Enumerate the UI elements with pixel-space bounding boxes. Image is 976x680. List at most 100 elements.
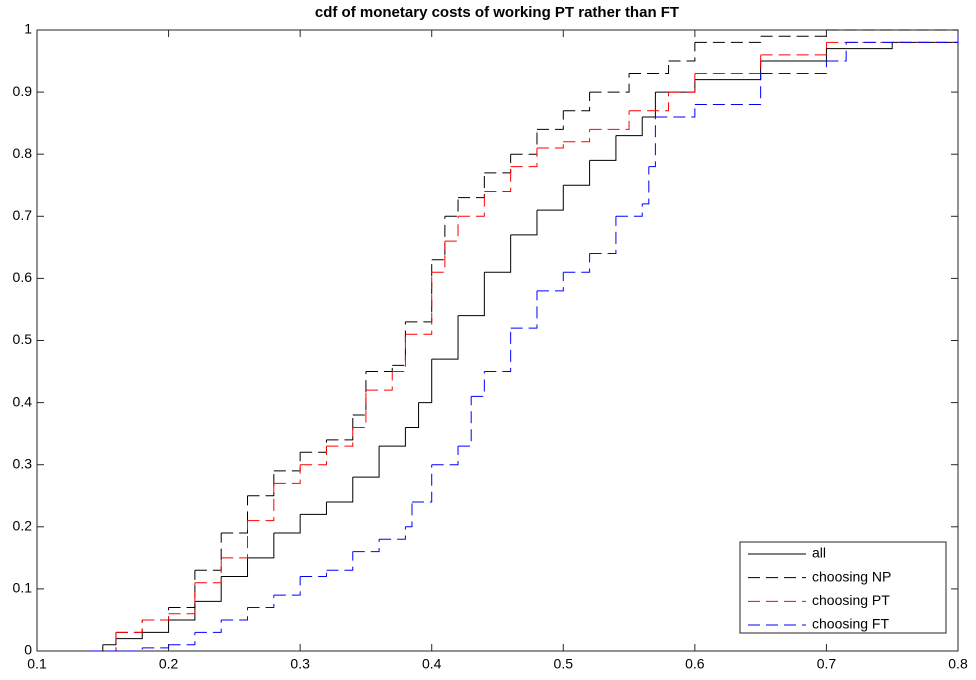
step-segment bbox=[589, 135, 617, 161]
step-segment bbox=[846, 36, 959, 43]
step-segment bbox=[326, 551, 354, 571]
step-segment bbox=[563, 92, 591, 112]
step-segment bbox=[221, 495, 249, 534]
step-segment bbox=[826, 42, 847, 62]
step-segment bbox=[142, 613, 170, 621]
y-tick-label: 0.9 bbox=[13, 83, 33, 99]
y-tick-label: 0.2 bbox=[13, 518, 33, 534]
x-tick-label: 0.4 bbox=[422, 656, 442, 672]
x-tick-label: 0.2 bbox=[159, 656, 179, 672]
step-segment bbox=[115, 619, 143, 633]
y-tick-label: 0.8 bbox=[13, 145, 33, 161]
y-tick-label: 0.5 bbox=[13, 331, 33, 347]
step-segment bbox=[221, 607, 249, 621]
legend-label: choosing PT bbox=[812, 592, 890, 608]
step-segment bbox=[563, 253, 591, 273]
step-segment bbox=[326, 415, 354, 441]
chart-title: cdf of monetary costs of working PT rath… bbox=[315, 4, 679, 21]
step-segment bbox=[247, 470, 275, 497]
step-segment bbox=[168, 632, 196, 646]
step-segment bbox=[194, 619, 222, 633]
step-segment bbox=[352, 539, 380, 553]
step-segment bbox=[694, 73, 762, 106]
step-segment bbox=[247, 533, 275, 559]
step-segment bbox=[405, 402, 420, 428]
step-segment bbox=[589, 216, 617, 255]
x-tick-label: 0.3 bbox=[290, 656, 310, 672]
y-tick-label: 0.4 bbox=[13, 393, 33, 409]
step-segment bbox=[655, 104, 696, 118]
legend-label: all bbox=[812, 545, 826, 561]
legend-box bbox=[739, 541, 947, 634]
step-segment bbox=[431, 216, 446, 261]
step-segment bbox=[668, 73, 696, 93]
step-segment bbox=[352, 371, 367, 416]
y-tick-label: 0.6 bbox=[13, 269, 33, 285]
x-tick-label: 0.1 bbox=[27, 656, 47, 672]
legend-label: choosing NP bbox=[812, 568, 891, 584]
step-segment bbox=[142, 644, 170, 649]
step-segment bbox=[221, 557, 249, 577]
step-segment bbox=[326, 477, 354, 503]
step-segment bbox=[536, 141, 564, 149]
step-segment bbox=[484, 234, 512, 273]
step-segment bbox=[405, 501, 413, 528]
x-tick-label: 0.5 bbox=[554, 656, 574, 672]
step-segment bbox=[379, 526, 406, 540]
step-segment bbox=[431, 315, 459, 360]
step-segment bbox=[221, 520, 249, 559]
y-tick-label: 1 bbox=[24, 21, 32, 37]
step-segment bbox=[300, 501, 327, 515]
x-tick-label: 0.7 bbox=[817, 656, 837, 672]
step-segment bbox=[629, 61, 670, 74]
step-segment bbox=[471, 371, 485, 397]
step-segment bbox=[365, 371, 393, 391]
step-segment bbox=[431, 241, 446, 273]
step-segment bbox=[589, 110, 630, 130]
step-segment bbox=[168, 570, 196, 609]
step-segment bbox=[247, 595, 275, 609]
step-segment bbox=[418, 359, 433, 404]
step-segment bbox=[484, 328, 512, 373]
step-segment bbox=[352, 446, 380, 478]
y-tick-label: 0.1 bbox=[13, 580, 33, 596]
step-segment bbox=[194, 557, 222, 584]
step-segment bbox=[536, 185, 564, 211]
step-segment bbox=[589, 73, 630, 93]
step-segment bbox=[352, 390, 367, 428]
step-segment bbox=[89, 647, 143, 652]
step-segment bbox=[273, 576, 301, 596]
step-segment bbox=[273, 514, 301, 534]
step-segment bbox=[510, 210, 538, 236]
x-tick-label: 0.6 bbox=[685, 656, 705, 672]
x-tick-label: 0.8 bbox=[948, 656, 968, 672]
step-segment bbox=[444, 216, 459, 242]
step-segment bbox=[444, 197, 459, 217]
step-segment bbox=[694, 36, 762, 43]
y-tick-label: 0 bbox=[24, 642, 32, 658]
step-segment bbox=[826, 42, 893, 50]
step-segment bbox=[142, 619, 170, 633]
step-segment bbox=[458, 272, 485, 317]
legend-label: choosing FT bbox=[812, 616, 889, 632]
step-segment bbox=[760, 30, 827, 37]
step-segment bbox=[247, 483, 275, 522]
step-segment bbox=[326, 427, 354, 447]
step-segment bbox=[668, 42, 696, 62]
step-segment bbox=[642, 166, 650, 205]
step-segment bbox=[300, 446, 327, 466]
step-segment bbox=[536, 272, 564, 292]
step-segment bbox=[273, 464, 301, 484]
step-segment bbox=[760, 42, 827, 56]
step-segment bbox=[510, 147, 538, 168]
step-segment bbox=[392, 334, 406, 373]
step-segment bbox=[115, 632, 143, 640]
step-segment bbox=[392, 321, 406, 366]
step-segment bbox=[168, 582, 196, 615]
step-segment bbox=[300, 570, 327, 577]
step-segment bbox=[563, 129, 591, 143]
step-segment bbox=[629, 92, 670, 112]
y-tick-label: 0.3 bbox=[13, 455, 33, 471]
step-segment bbox=[648, 116, 656, 168]
